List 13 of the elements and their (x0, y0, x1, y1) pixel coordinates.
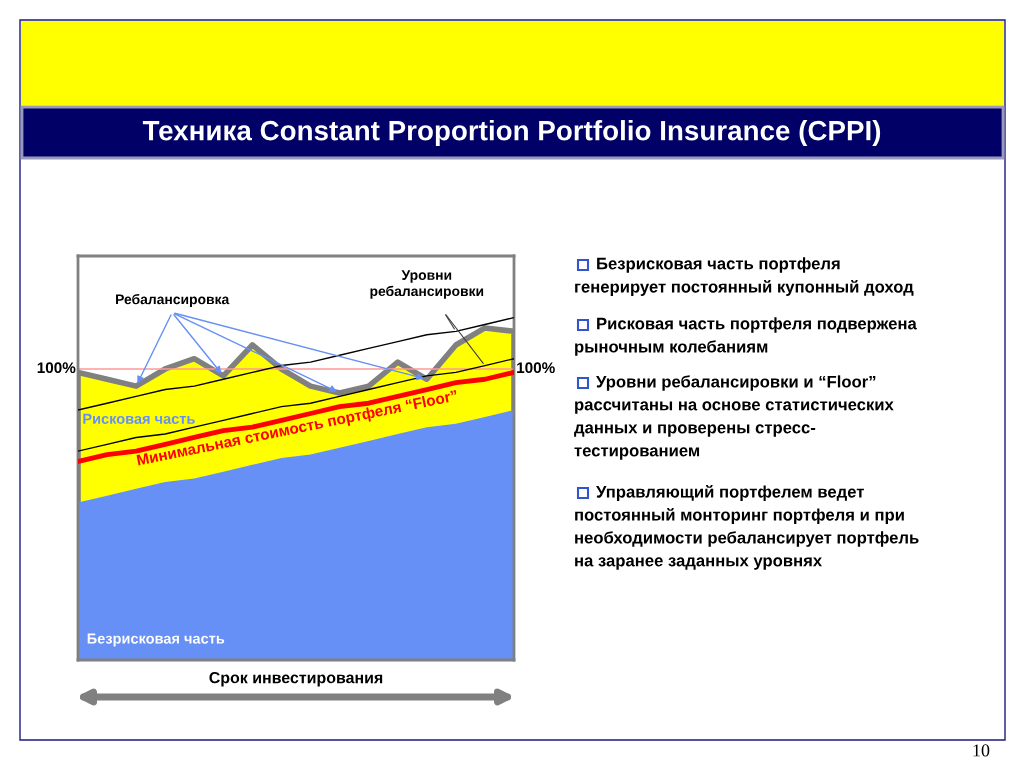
series-label: Рисковая часть (83, 413, 195, 424)
text: Уровни ребалансировки (370, 270, 484, 299)
text: Управляющий портфелем ведет постоянный монторинг портфеля и при необходимости ребалансирует портфель на заранее заданных уровнях (575, 485, 919, 570)
text: 100% (517, 362, 555, 374)
text: 10 (973, 744, 990, 757)
text: Уровни ребалансировки и “Floor” рассчитаны на основе статистических данных и проверены стресс- тестированием (574, 375, 894, 460)
series-label: Безрисковая часть (87, 633, 225, 647)
text: Рисковая часть портфеля подвержена рыночным колебаниям (575, 317, 917, 356)
x-axis-title: Срок инвестирования (209, 671, 383, 687)
text: Безрисковая часть портфеля генерирует постоянный купонный доход (575, 257, 914, 296)
text: Ребалансировка (116, 293, 230, 307)
text: 100% (37, 362, 76, 374)
chart-title: Техника Constant Proportion Portfolio Insurance (CPPI) (142, 120, 881, 146)
